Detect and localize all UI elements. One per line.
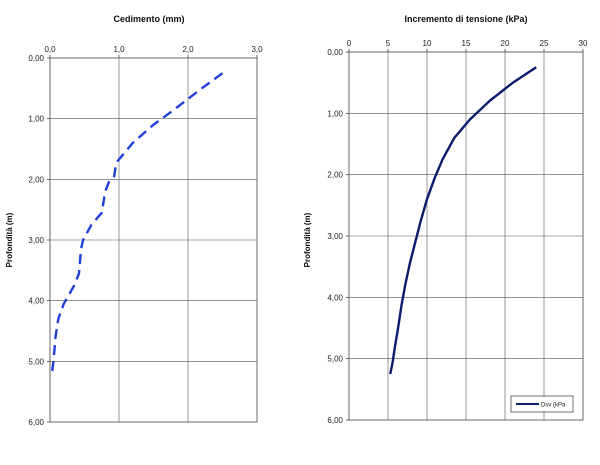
chart-stress-grid xyxy=(348,51,584,421)
y-tick-label: 3,00 xyxy=(327,232,343,241)
y-tick-label: 0,00 xyxy=(327,48,343,57)
chart-settlement: Cedimento (mm) Profondità (m) 0,0 1,0 2,0 3… xyxy=(5,14,263,427)
x-tick-label: 0,0 xyxy=(44,45,56,54)
y-tick-label: 4,00 xyxy=(327,293,343,302)
chart-settlement-series xyxy=(50,72,224,377)
x-tick-label: 2,0 xyxy=(182,45,194,54)
y-tick-label: 5,00 xyxy=(327,355,343,364)
y-tick-label: 5,00 xyxy=(28,357,44,366)
chart-stress-legend: Dsv (kPa xyxy=(510,395,574,413)
y-tick-label: 6,00 xyxy=(327,416,343,425)
y-tick-label: 2,00 xyxy=(327,171,343,180)
x-tick-label: 0 xyxy=(347,39,352,48)
legend-box xyxy=(510,395,574,413)
y-tick-label: 4,00 xyxy=(28,297,44,306)
chart-settlement-ylabel: Profondità (m) xyxy=(5,212,14,267)
y-tick-label: 1,00 xyxy=(327,109,343,118)
y-tick-label: 3,00 xyxy=(28,236,44,245)
chart-settlement-grid xyxy=(49,57,258,423)
chart-stress-ticks: 0 5 10 15 20 25 30 0,00 1,00 2,00 3,00 4,00 5,00 6,00 xyxy=(327,39,588,425)
series-line-0 xyxy=(389,66,537,375)
x-tick-label: 3,0 xyxy=(251,45,263,54)
y-tick-label: 6,00 xyxy=(28,418,44,427)
x-tick-label: 25 xyxy=(540,39,549,48)
y-tick-label: 2,00 xyxy=(28,175,44,184)
x-tick-label: 1,0 xyxy=(113,45,125,54)
series-line-0 xyxy=(50,72,224,377)
chart-stress-title: Incremento di tensione (kPa) xyxy=(404,14,527,24)
chart-stress-increment: Incremento di tensione (kPa) Profondità … xyxy=(303,14,588,425)
chart-stress-ylabel: Profondità (m) xyxy=(303,212,312,267)
legend-label: Dsv (kPa xyxy=(541,403,566,409)
y-tick-label: 1,00 xyxy=(28,115,44,124)
x-tick-label: 10 xyxy=(423,39,432,48)
chart-stress-series xyxy=(389,66,537,375)
x-tick-label: 5 xyxy=(386,39,391,48)
chart-settlement-ticks: 0,0 1,0 2,0 3,0 0,00 1,00 2,00 3,00 4,00 5,00 6,00 xyxy=(28,45,263,427)
y-tick-label: 0,00 xyxy=(28,54,44,63)
x-tick-label: 15 xyxy=(462,39,471,48)
x-tick-label: 20 xyxy=(501,39,510,48)
x-tick-label: 30 xyxy=(579,39,588,48)
chart-settlement-title: Cedimento (mm) xyxy=(113,14,184,24)
